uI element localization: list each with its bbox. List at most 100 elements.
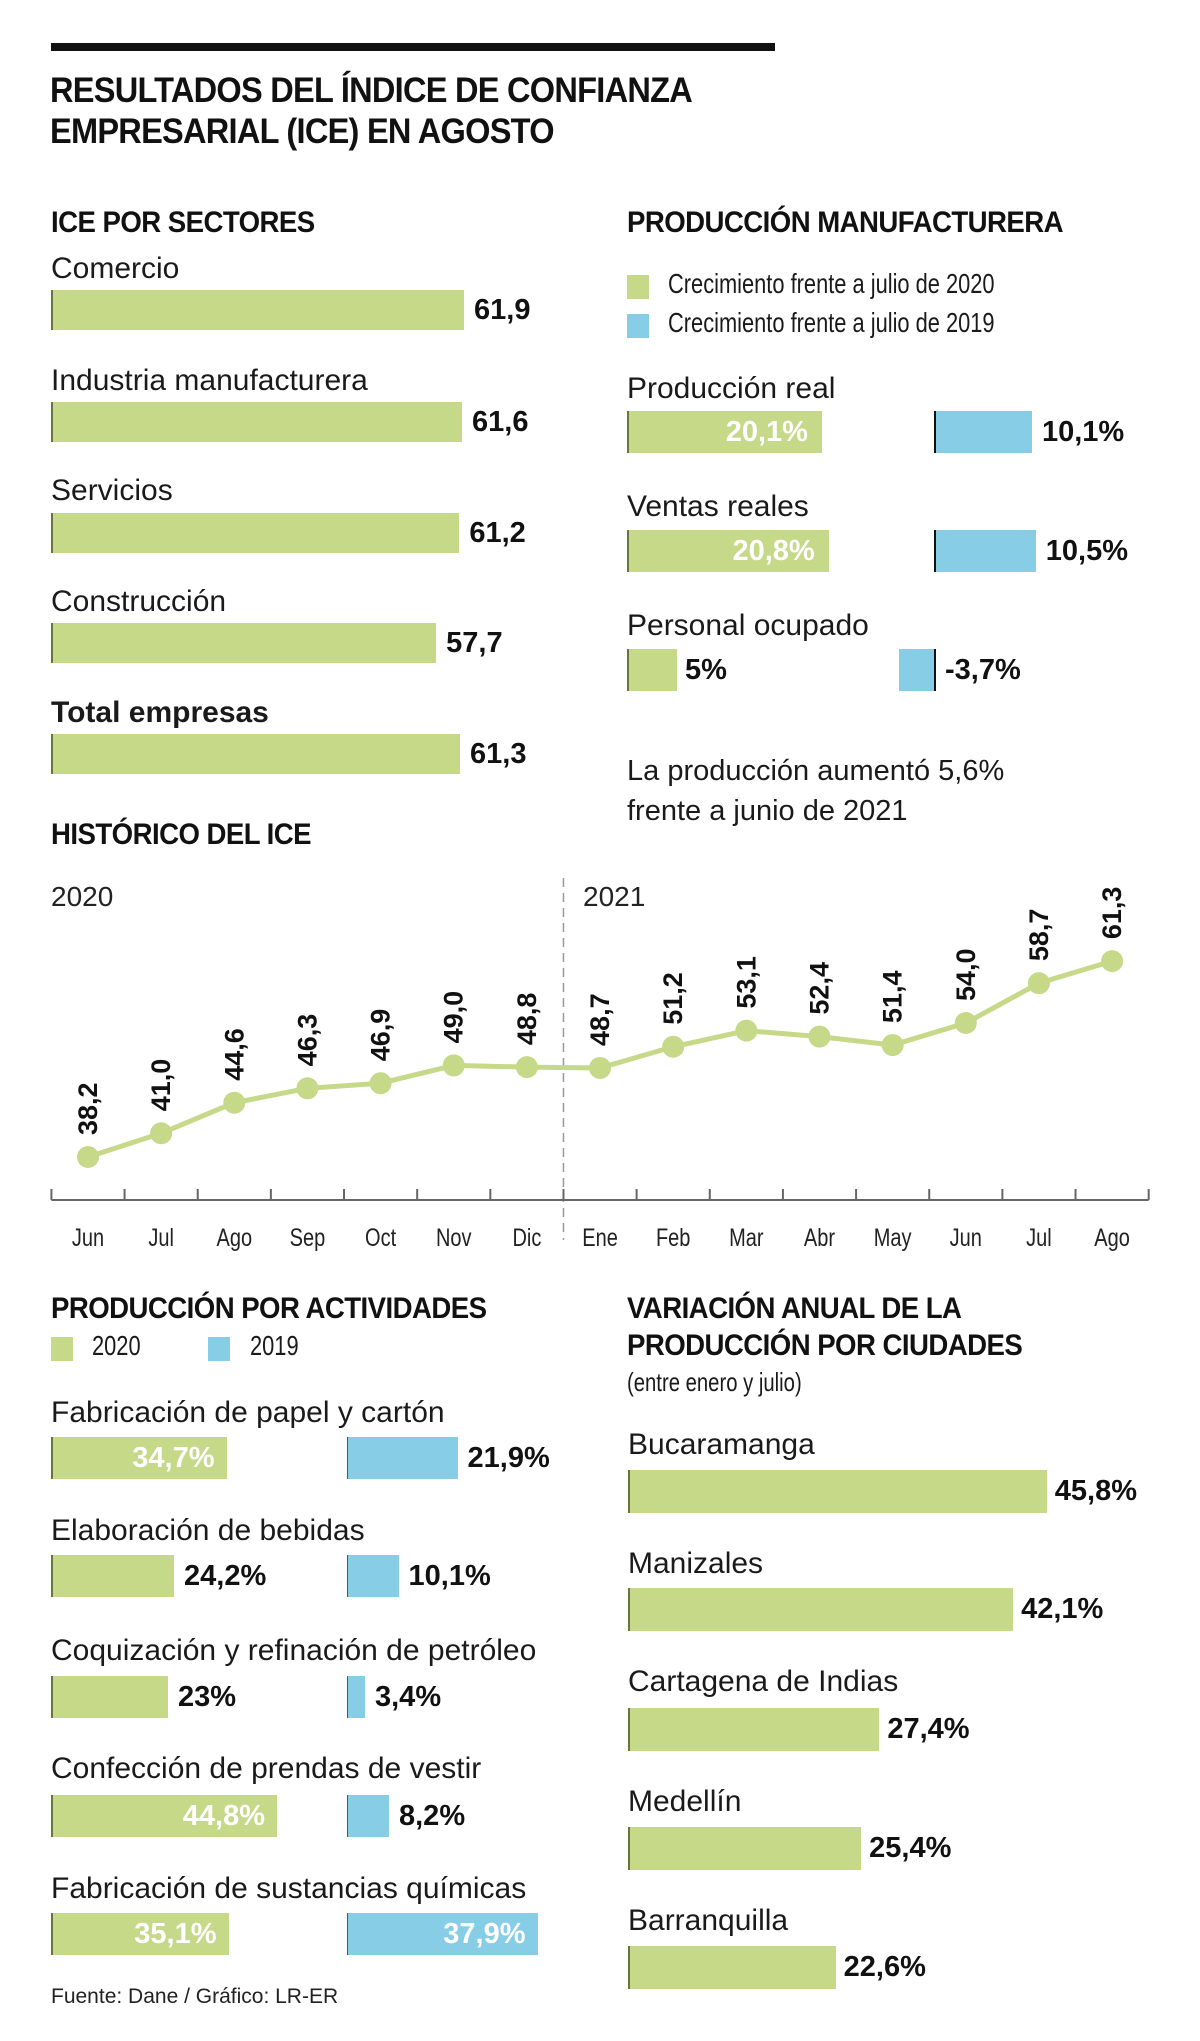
header-rule [51, 43, 775, 51]
legend-label-2019: Crecimiento frente a julio de 2019 [668, 307, 995, 338]
ice-point-4 [369, 1072, 392, 1095]
city-value-bucaramanga: 45,8% [1054, 1475, 1137, 1507]
legend-swatch-2019 [627, 314, 649, 338]
x-tick-label-nov-5: Nov [436, 1224, 472, 1252]
city-label-medellin: Medellín [628, 1785, 742, 1818]
ice-point-6 [515, 1056, 538, 1079]
activity-2019-value-confeccion-de-prendas-de-vestir: 8,2% [399, 1800, 466, 1832]
ice-point-11 [881, 1034, 904, 1057]
activity-2019-bar-elaboracion-de-bebidas [348, 1555, 399, 1597]
ice-point-13 [1027, 972, 1050, 995]
page-title-line1: RESULTADOS DEL ÍNDICE DE CONFIANZA [50, 71, 693, 110]
page-title: RESULTADOS DEL ÍNDICE DE CONFIANZA EMPRE… [50, 70, 693, 152]
ice-por-sectores-title: ICE POR SECTORES [51, 206, 315, 239]
activity-label-elaboracion-de-bebidas: Elaboración de bebidas [51, 1514, 365, 1547]
sector-bar-comercio [51, 290, 465, 330]
indicator-label-produccion-real: Producción real [627, 372, 836, 405]
city-label-manizales: Manizales [628, 1547, 764, 1580]
ice-value-label-13: 58,7 [1024, 909, 1054, 962]
sector-label-servicios: Servicios [51, 474, 173, 507]
source-footer: Fuente: Dane / Gráfico: LR-ER [51, 1985, 339, 2008]
ice-point-8 [662, 1035, 685, 1058]
growth-2019-baseline [934, 530, 936, 572]
city-label-cartagena-de-indias: Cartagena de Indias [628, 1665, 899, 1698]
x-tick-label-jun-12: Jun [950, 1224, 982, 1252]
growth-2019-value-ventas-reales: 10,5% [1045, 535, 1129, 567]
legend-label-2020: Crecimiento frente a julio de 2020 [668, 268, 995, 299]
growth-2019-baseline [934, 649, 936, 691]
activity-2019-baseline [347, 1913, 348, 1955]
activity-2020-value-fabricacion-de-sustancias-quimicas: 35,1% [134, 1918, 217, 1950]
legend-swatch-2020 [627, 275, 649, 299]
activity-2019-value-coquizacion-y-refinacion-de-petroleo: 3,4% [375, 1681, 442, 1713]
city-value-cartagena-de-indias: 27,4% [887, 1713, 970, 1745]
x-tick-label-ene-7: Ene [582, 1224, 618, 1252]
sector-bar-servicios [51, 513, 460, 553]
growth-2020-value-ventas-reales: 20,8% [732, 535, 815, 567]
x-tick-label-abr-10: Abr [804, 1224, 836, 1252]
activity-label-fabricacion-de-sustancias-quimicas: Fabricación de sustancias químicas [51, 1872, 527, 1905]
ice-value-label-14: 61,3 [1097, 887, 1127, 940]
x-tick-label-feb-8: Feb [656, 1224, 690, 1252]
ice-value-label-11: 51,4 [878, 971, 908, 1024]
sector-label-industria-manufacturera: Industria manufacturera [51, 364, 368, 397]
activity-2020-bar-coquizacion-y-refinacion-de-petroleo [51, 1676, 168, 1718]
city-label-bucaramanga: Bucaramanga [628, 1428, 815, 1461]
activity-2020-value-elaboracion-de-bebidas: 24,2% [184, 1560, 267, 1592]
growth-2019-bar-produccion-real [935, 411, 1032, 453]
ice-value-label-10: 52,4 [805, 962, 835, 1015]
ice-point-7 [589, 1056, 612, 1079]
ice-value-label-9: 53,1 [731, 956, 761, 1009]
sector-value-comercio: 61,9 [474, 294, 531, 326]
x-tick-label-oct-4: Oct [365, 1224, 397, 1252]
production-note-line2: frente a junio de 2021 [627, 795, 908, 827]
sector-label-total-empresas: Total empresas [51, 696, 269, 729]
activity-2019-value-elaboracion-de-bebidas: 10,1% [408, 1560, 491, 1592]
activity-2019-bar-fabricacion-de-sustancias-quimicas [348, 1913, 538, 1955]
city-value-manizales: 42,1% [1021, 1593, 1104, 1625]
produccion-manufacturera-title: PRODUCCIÓN MANUFACTURERA [627, 206, 1064, 239]
ice-value-label-3: 46,3 [292, 1014, 322, 1067]
x-tick-label-mar-9: Mar [729, 1224, 764, 1252]
activity-2020-bar-fabricacion-de-sustancias-quimicas [51, 1913, 229, 1955]
sector-value-servicios: 61,2 [469, 517, 526, 549]
page-title-line2: EMPRESARIAL (ICE) EN AGOSTO [50, 112, 555, 151]
legend-swatch-2019 [208, 1337, 230, 1361]
x-tick-label-dic-6: Dic [512, 1224, 541, 1252]
city-bar-medellin [628, 1827, 862, 1870]
ice-point-2 [223, 1091, 246, 1114]
ice-point-10 [808, 1025, 831, 1048]
variacion-ciudades-subtitle: (entre enero y julio) [627, 1367, 802, 1397]
activity-2020-value-fabricacion-de-papel-y-carton: 34,7% [132, 1442, 215, 1474]
sector-bar-total-empresas [51, 734, 461, 774]
year-label-2021: 2021 [583, 881, 645, 912]
city-bar-manizales [628, 1588, 1014, 1631]
variacion-ciudades-title-line2: PRODUCCIÓN POR CIUDADES [627, 1329, 1023, 1362]
ice-value-label-7: 48,7 [585, 993, 615, 1046]
city-label-barranquilla: Barranquilla [628, 1904, 789, 1937]
production-note-line1: La producción aumentó 5,6% [627, 755, 1005, 787]
x-tick-label-sep-3: Sep [290, 1224, 326, 1252]
activity-2019-baseline [347, 1676, 348, 1718]
sector-value-total-empresas: 61,3 [470, 738, 527, 770]
growth-2019-bar-personal-ocupado [899, 649, 935, 691]
activity-2019-value-fabricacion-de-papel-y-carton: 21,9% [467, 1442, 550, 1474]
ice-value-label-0: 38,2 [73, 1082, 103, 1135]
ice-value-label-4: 46,9 [366, 1009, 396, 1062]
growth-2020-value-produccion-real: 20,1% [725, 416, 808, 448]
legend-label-2020: 2020 [92, 1330, 141, 1361]
ice-value-label-2: 44,6 [219, 1028, 249, 1081]
produccion-actividades-title: PRODUCCIÓN POR ACTIVIDADES [51, 1292, 487, 1325]
variacion-ciudades-title-line1: VARIACIÓN ANUAL DE LA [627, 1292, 962, 1325]
activity-2019-baseline [347, 1795, 348, 1837]
ice-point-0 [77, 1146, 99, 1168]
ice-point-3 [296, 1077, 319, 1100]
activity-2020-bar-confeccion-de-prendas-de-vestir [51, 1795, 277, 1837]
historico-ice-title: HISTÓRICO DEL ICE [51, 818, 312, 851]
activity-2020-value-confeccion-de-prendas-de-vestir: 44,8% [182, 1800, 265, 1832]
activity-label-fabricacion-de-papel-y-carton: Fabricación de papel y cartón [51, 1396, 445, 1429]
activity-2019-baseline [347, 1437, 348, 1479]
activity-2019-bar-coquizacion-y-refinacion-de-petroleo [348, 1676, 365, 1718]
sector-value-construccion: 57,7 [446, 627, 503, 659]
activity-2019-baseline [347, 1555, 348, 1597]
